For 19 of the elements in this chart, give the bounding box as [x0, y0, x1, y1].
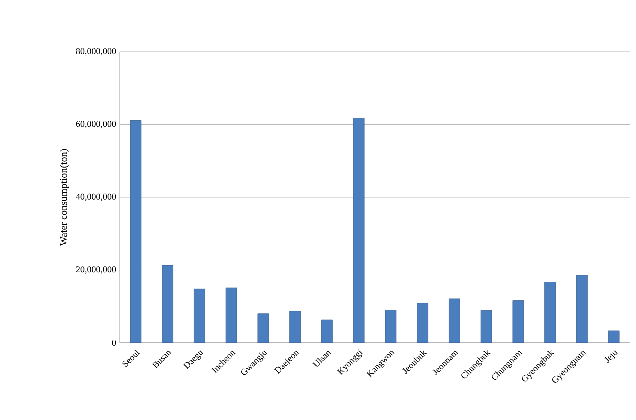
bar	[130, 120, 142, 343]
bar	[544, 282, 556, 343]
bar	[576, 275, 588, 343]
bar	[449, 298, 460, 343]
bar	[226, 288, 238, 343]
bar	[417, 303, 428, 343]
y-tick-label: 60,000,000	[76, 121, 116, 128]
y-tick-label: 40,000,000	[76, 194, 116, 202]
y-tick-label: 0	[112, 340, 116, 346]
bar	[290, 311, 301, 343]
bar	[512, 300, 524, 343]
bar	[162, 265, 174, 343]
y-axis-title: Water consumption(ton)	[60, 149, 70, 246]
bar	[322, 320, 333, 343]
y-tick-label: 20,000,000	[76, 266, 116, 274]
bar	[194, 288, 206, 343]
bar	[353, 118, 365, 343]
x-tick-label: Jeju	[604, 350, 618, 364]
y-tick-label: 80,000,000	[76, 48, 116, 56]
